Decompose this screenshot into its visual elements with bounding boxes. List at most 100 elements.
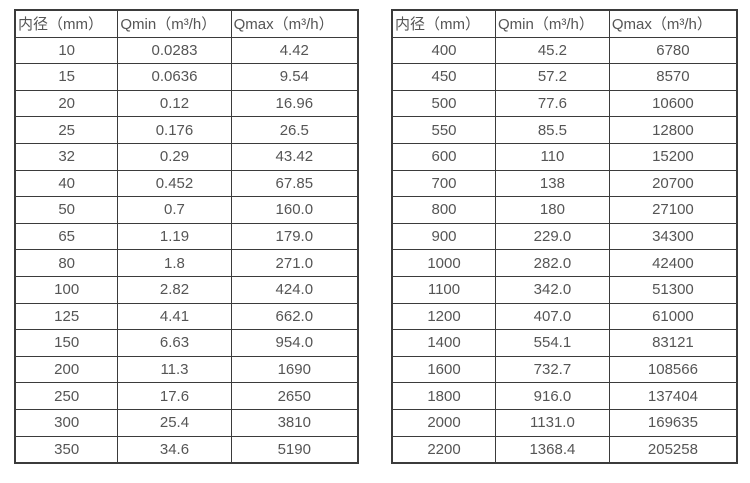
cell: 1800 [391, 382, 496, 410]
table-row: 500 77.6 10600 [391, 89, 738, 118]
cell: 61000 [608, 302, 738, 331]
cell: 916.0 [495, 382, 610, 410]
cell: 0.0283 [117, 36, 232, 65]
cell: 138 [495, 169, 610, 198]
cell: 229.0 [495, 222, 610, 251]
cell: 2200 [391, 435, 496, 464]
cell: 350 [14, 435, 119, 464]
cell: 450 [391, 63, 496, 91]
cell: 424.0 [230, 275, 359, 304]
cell: 34.6 [117, 435, 232, 464]
cell: 10 [14, 36, 119, 65]
table-row: 15 0.0636 9.54 [14, 63, 359, 91]
cell: 271.0 [230, 249, 359, 277]
cell: 1600 [391, 355, 496, 384]
cell: 108566 [608, 355, 738, 384]
cell: 15 [14, 63, 119, 91]
cell: 180 [495, 196, 610, 224]
cell: 27100 [608, 196, 738, 224]
table-row: 700 138 20700 [391, 169, 738, 198]
cell: 954.0 [230, 329, 359, 357]
cell: 10600 [608, 89, 738, 118]
table-row: 1100 342.0 51300 [391, 275, 738, 304]
cell: 342.0 [495, 275, 610, 304]
cell: 1131.0 [495, 408, 610, 437]
cell: 4.42 [230, 36, 359, 65]
cell: 3810 [230, 408, 359, 437]
cell: 1690 [230, 355, 359, 384]
table-row: 550 85.5 12800 [391, 116, 738, 144]
table-row: 1200 407.0 61000 [391, 302, 738, 331]
cell: 8570 [608, 63, 738, 91]
cell: 0.0636 [117, 63, 232, 91]
cell: 83121 [608, 329, 738, 357]
cell: 1.19 [117, 222, 232, 251]
cell: 1200 [391, 302, 496, 331]
table-row: 1400 554.1 83121 [391, 329, 738, 357]
table-row: 250 17.6 2650 [14, 382, 359, 410]
table-row: 25 0.176 26.5 [14, 116, 359, 144]
flow-table-small-diameters: 内径（mm） Qmin（m³/h） Qmax（m³/h） 10 0.0283 4.42 15… [14, 9, 359, 465]
cell: 50 [14, 196, 119, 224]
cell: 137404 [608, 382, 738, 410]
cell: 732.7 [495, 355, 610, 384]
cell: 300 [14, 408, 119, 437]
column-header: 内径（mm） [14, 9, 119, 38]
column-header: 内径（mm） [391, 9, 496, 38]
table-row: 10 0.0283 4.42 [14, 36, 359, 65]
table-row: 80 1.8 271.0 [14, 249, 359, 277]
table-row: 1600 732.7 108566 [391, 355, 738, 384]
cell: 9.54 [230, 63, 359, 91]
cell: 100 [14, 275, 119, 304]
cell: 1100 [391, 275, 496, 304]
table-row: 800 180 27100 [391, 196, 738, 224]
column-header: Qmax（m³/h） [608, 9, 738, 38]
cell: 2.82 [117, 275, 232, 304]
table-row: 600 110 15200 [391, 142, 738, 171]
cell: 0.7 [117, 196, 232, 224]
cell: 1400 [391, 329, 496, 357]
cell: 2650 [230, 382, 359, 410]
cell: 700 [391, 169, 496, 198]
cell: 5190 [230, 435, 359, 464]
cell: 25.4 [117, 408, 232, 437]
cell: 2000 [391, 408, 496, 437]
cell: 26.5 [230, 116, 359, 144]
cell: 407.0 [495, 302, 610, 331]
cell: 1000 [391, 249, 496, 277]
cell: 65 [14, 222, 119, 251]
cell: 57.2 [495, 63, 610, 91]
cell: 282.0 [495, 249, 610, 277]
cell: 20700 [608, 169, 738, 198]
table-row: 65 1.19 179.0 [14, 222, 359, 251]
cell: 110 [495, 142, 610, 171]
cell: 16.96 [230, 89, 359, 118]
header-row: 内径（mm） Qmin（m³/h） Qmax（m³/h） [14, 9, 359, 38]
table-row: 125 4.41 662.0 [14, 302, 359, 331]
cell: 43.42 [230, 142, 359, 171]
table-row: 20 0.12 16.96 [14, 89, 359, 118]
cell: 6.63 [117, 329, 232, 357]
cell: 11.3 [117, 355, 232, 384]
cell: 160.0 [230, 196, 359, 224]
cell: 12800 [608, 116, 738, 144]
table-row: 150 6.63 954.0 [14, 329, 359, 357]
cell: 205258 [608, 435, 738, 464]
cell: 34300 [608, 222, 738, 251]
cell: 900 [391, 222, 496, 251]
table-row: 40 0.452 67.85 [14, 169, 359, 198]
cell: 500 [391, 89, 496, 118]
cell: 45.2 [495, 36, 610, 65]
flow-table-large-diameters: 内径（mm） Qmin（m³/h） Qmax（m³/h） 400 45.2 6780 450… [391, 9, 738, 465]
cell: 25 [14, 116, 119, 144]
cell: 554.1 [495, 329, 610, 357]
column-header: Qmin（m³/h） [495, 9, 610, 38]
cell: 400 [391, 36, 496, 65]
table-row: 350 34.6 5190 [14, 435, 359, 464]
table-row: 2000 1131.0 169635 [391, 408, 738, 437]
cell: 32 [14, 142, 119, 171]
cell: 77.6 [495, 89, 610, 118]
column-header: Qmin（m³/h） [117, 9, 232, 38]
cell: 125 [14, 302, 119, 331]
